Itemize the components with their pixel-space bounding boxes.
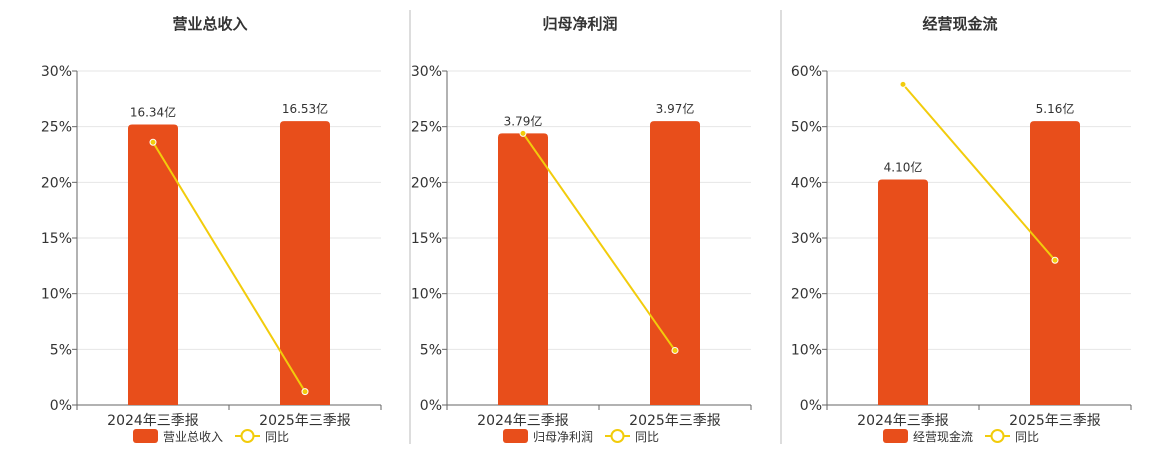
y-tick-label: 30%	[411, 64, 442, 80]
bar-value-label: 16.53亿	[282, 101, 328, 116]
y-tick-label: 20%	[41, 175, 72, 191]
legend: 营业总收入 同比	[133, 429, 289, 444]
chart-panel-2: 归母净利润 0% 5% 10% 15% 20% 25% 30% 3.79亿 3.97亿 2024年三…	[411, 15, 752, 444]
y-tick-label: 60%	[791, 64, 822, 80]
yoy-point	[149, 138, 157, 146]
y-tick-label: 15%	[411, 231, 442, 247]
yoy-line	[522, 132, 676, 352]
legend-bar-swatch	[883, 429, 908, 443]
y-tick-label: 25%	[411, 120, 442, 136]
bar	[650, 121, 700, 405]
y-tick-label: 20%	[411, 175, 442, 191]
chart-panel-3: 经营现金流 0% 10% 20% 30% 40% 50% 60% 4.10亿 5.16亿 2024年…	[791, 15, 1132, 444]
legend-bar-label: 经营现金流	[913, 429, 973, 444]
bar	[878, 179, 928, 405]
legend-bar-label: 归母净利润	[533, 430, 593, 444]
y-tick-label: 20%	[791, 287, 822, 303]
bar-value-label: 5.16亿	[1036, 101, 1075, 116]
legend-line-marker-icon	[240, 429, 255, 443]
chart-title: 经营现金流	[922, 15, 997, 33]
chart-panel-1: 营业总收入 0% 5% 10% 15% 20% 25% 30% 16.34亿 16.53亿 2024…	[41, 15, 382, 444]
yoy-line	[902, 83, 1056, 261]
y-tick-label: 50%	[791, 120, 822, 136]
y-tick-label: 30%	[791, 231, 822, 247]
bar	[128, 124, 178, 405]
y-tick-label: 5%	[50, 342, 72, 358]
x-category-label: 2024年三季报	[477, 413, 569, 429]
legend-line-label: 同比	[265, 430, 289, 444]
legend-bar-swatch	[133, 429, 158, 443]
bar-value-label: 16.34亿	[130, 104, 176, 119]
bar-value-label: 3.79亿	[504, 113, 543, 128]
y-tick-label: 0%	[420, 398, 442, 414]
yoy-line	[152, 141, 306, 393]
y-tick-label: 10%	[791, 342, 822, 358]
y-tick-label: 0%	[50, 398, 72, 414]
y-tick-label: 0%	[800, 398, 822, 414]
y-tick-label: 30%	[41, 64, 72, 80]
y-tick-label: 10%	[411, 287, 442, 303]
legend-line-label: 同比	[1015, 430, 1039, 444]
legend-bar-label: 营业总收入	[163, 430, 223, 444]
legend-bar-swatch	[503, 429, 528, 443]
x-category-label: 2025年三季报	[259, 413, 351, 429]
y-tick-label: 40%	[791, 175, 822, 191]
yoy-point	[1051, 256, 1059, 264]
yoy-point	[301, 388, 309, 396]
legend: 归母净利润 同比	[503, 429, 659, 444]
x-category-label: 2024年三季报	[857, 413, 949, 429]
legend-line-marker-icon	[990, 429, 1005, 443]
legend-line-label: 同比	[635, 430, 659, 444]
y-tick-label: 25%	[41, 120, 72, 136]
legend: 经营现金流 同比	[883, 429, 1039, 444]
y-tick-label: 15%	[41, 231, 72, 247]
x-category-label: 2025年三季报	[629, 413, 721, 429]
x-category-label: 2025年三季报	[1009, 413, 1101, 429]
y-tick-label: 10%	[41, 287, 72, 303]
chart-title: 归母净利润	[542, 15, 617, 33]
x-category-label: 2024年三季报	[107, 413, 199, 429]
yoy-point	[899, 80, 907, 88]
bar	[498, 133, 548, 405]
bar	[280, 121, 330, 405]
bar-value-label: 3.97亿	[656, 101, 695, 116]
chart-title: 营业总收入	[172, 15, 247, 33]
y-tick-label: 5%	[420, 342, 442, 358]
yoy-point	[519, 129, 527, 137]
bar-value-label: 4.10亿	[884, 160, 923, 175]
legend-line-marker-icon	[610, 429, 625, 443]
yoy-point	[671, 346, 679, 354]
